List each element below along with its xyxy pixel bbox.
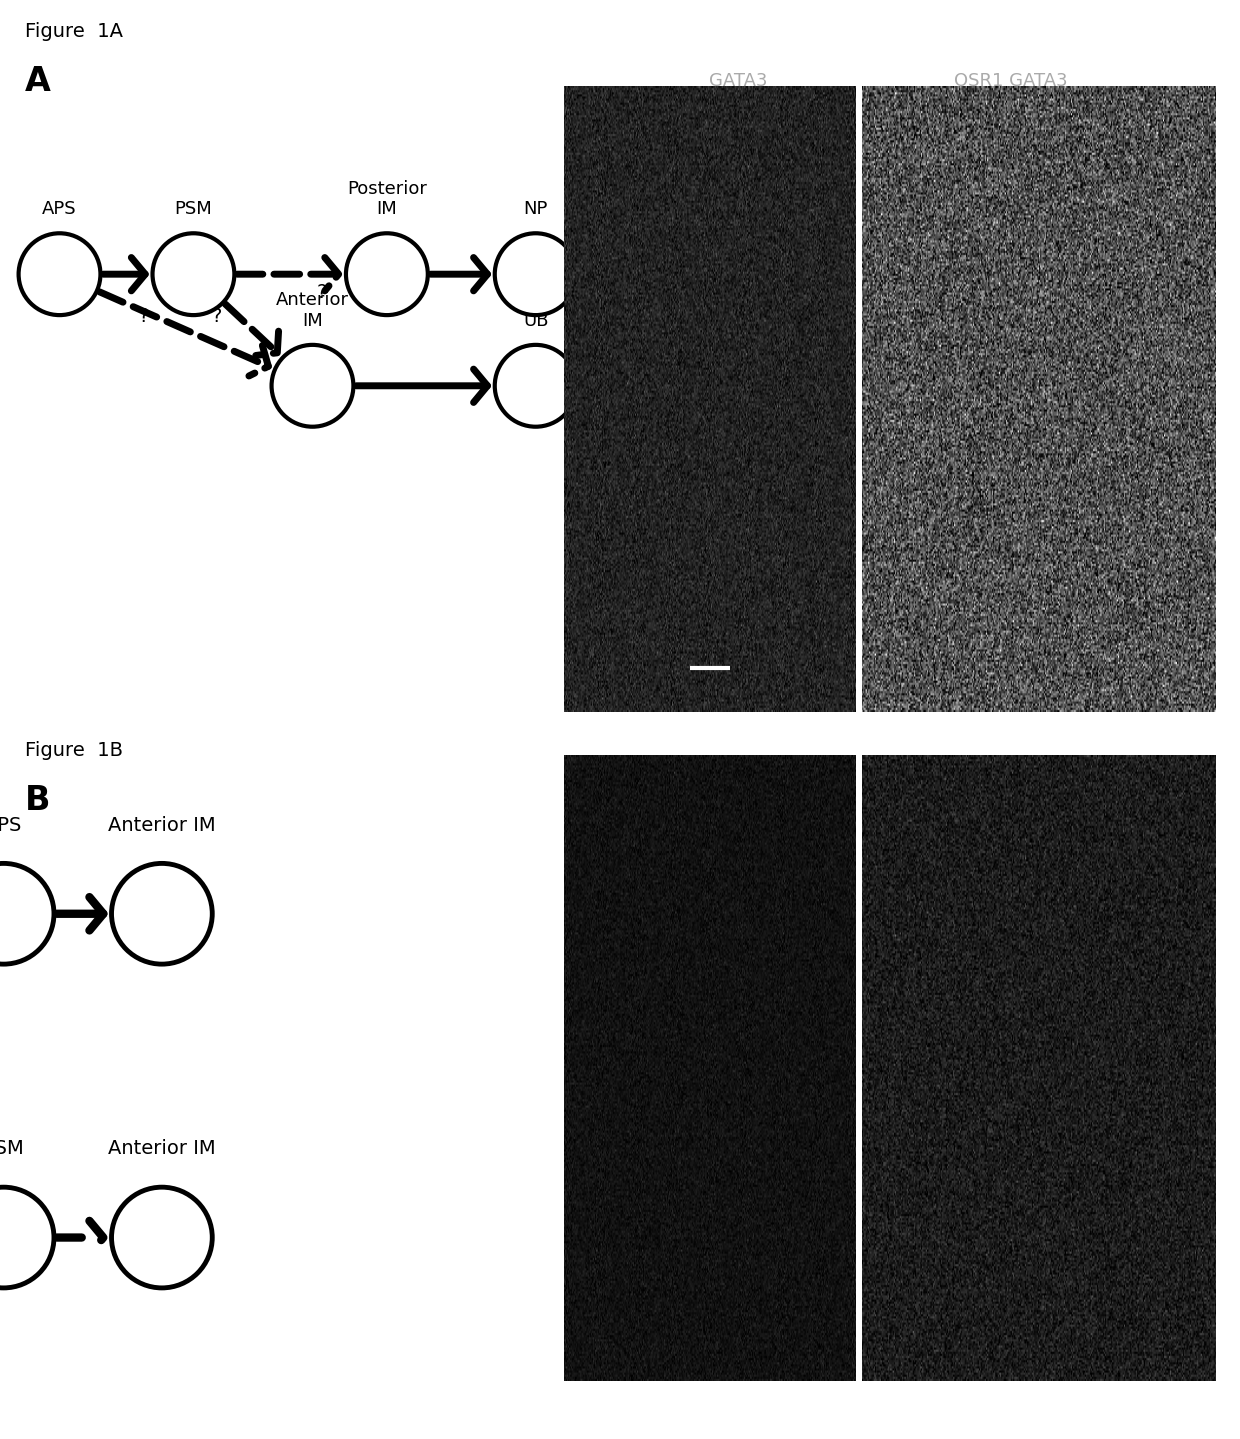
Text: Figure  1A: Figure 1A	[25, 22, 123, 40]
Text: UB: UB	[523, 312, 548, 330]
Text: Figure  1B: Figure 1B	[25, 741, 123, 760]
Text: GATA3: GATA3	[708, 72, 768, 91]
Text: Anterior
IM: Anterior IM	[277, 291, 348, 330]
Text: PSM: PSM	[0, 1140, 24, 1158]
Text: Anterior IM: Anterior IM	[108, 1140, 216, 1158]
Text: APS: APS	[42, 200, 77, 219]
Text: OSR1 GATA3: OSR1 GATA3	[954, 72, 1068, 91]
Text: ?: ?	[139, 308, 149, 327]
Text: Anterior IM: Anterior IM	[108, 816, 216, 835]
Text: PSM: PSM	[175, 200, 212, 219]
Text: NP: NP	[523, 200, 548, 219]
Text: A: A	[25, 65, 51, 98]
Text: APS: APS	[0, 816, 22, 835]
Text: ?: ?	[317, 283, 327, 302]
Text: ?: ?	[212, 308, 222, 327]
Text: B: B	[25, 784, 51, 817]
Text: Posterior
IM: Posterior IM	[347, 180, 427, 219]
